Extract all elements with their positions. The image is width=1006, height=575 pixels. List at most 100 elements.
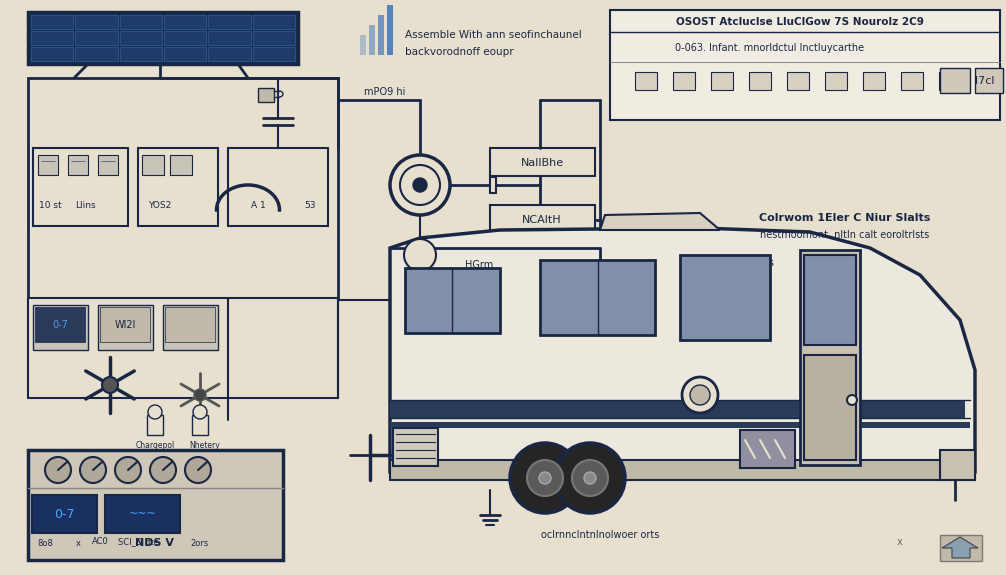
Text: Colrwom 1Eler C Niur Slalts: Colrwom 1Eler C Niur Slalts bbox=[760, 213, 931, 223]
Bar bbox=[120, 47, 162, 61]
Circle shape bbox=[584, 472, 596, 484]
Circle shape bbox=[194, 389, 206, 401]
Circle shape bbox=[80, 457, 106, 483]
Circle shape bbox=[527, 460, 563, 496]
Polygon shape bbox=[390, 228, 975, 472]
Bar bbox=[490, 148, 595, 176]
Bar bbox=[138, 148, 218, 226]
Bar bbox=[680, 255, 770, 340]
Bar bbox=[405, 268, 500, 333]
Bar bbox=[800, 250, 860, 465]
Bar bbox=[378, 15, 384, 55]
Bar bbox=[28, 450, 283, 560]
Circle shape bbox=[555, 443, 625, 513]
Bar bbox=[610, 10, 1000, 120]
Text: HGrm: HGrm bbox=[465, 260, 493, 270]
Circle shape bbox=[102, 377, 118, 393]
Text: x: x bbox=[897, 537, 902, 547]
Circle shape bbox=[413, 178, 427, 192]
Bar bbox=[28, 78, 338, 298]
Bar bbox=[98, 155, 118, 175]
Text: NDS V: NDS V bbox=[136, 538, 174, 548]
Bar bbox=[120, 31, 162, 45]
Bar bbox=[75, 47, 118, 61]
Bar bbox=[390, 400, 965, 418]
Bar bbox=[75, 31, 118, 45]
Bar bbox=[208, 15, 250, 29]
Bar bbox=[253, 31, 295, 45]
Bar bbox=[170, 155, 192, 175]
Bar bbox=[68, 155, 88, 175]
Circle shape bbox=[404, 239, 436, 271]
Bar bbox=[387, 5, 393, 55]
Circle shape bbox=[400, 165, 440, 205]
Bar bbox=[390, 460, 975, 480]
Text: 0-063. lnfant. mnorldctul lnctluycarthe: 0-063. lnfant. mnorldctul lnctluycarthe bbox=[675, 43, 864, 53]
Text: ~~~: ~~~ bbox=[129, 509, 157, 519]
Bar bbox=[540, 260, 655, 335]
Circle shape bbox=[539, 472, 551, 484]
Text: Nhetery: Nhetery bbox=[189, 440, 220, 450]
Bar bbox=[253, 47, 295, 61]
Bar bbox=[804, 355, 856, 460]
Bar bbox=[940, 68, 970, 93]
Bar bbox=[635, 72, 657, 90]
Text: 0-7: 0-7 bbox=[52, 320, 68, 330]
Text: hestmoomont. nltln calt eoroltrlsts: hestmoomont. nltln calt eoroltrlsts bbox=[761, 230, 930, 240]
Text: Wl2l: Wl2l bbox=[115, 320, 136, 330]
Text: backvorodnoff eoupr: backvorodnoff eoupr bbox=[405, 47, 514, 57]
Bar bbox=[940, 450, 975, 480]
Bar bbox=[360, 35, 366, 55]
Bar bbox=[100, 307, 150, 342]
Circle shape bbox=[690, 385, 710, 405]
Text: AC0: AC0 bbox=[92, 538, 109, 546]
Circle shape bbox=[45, 457, 71, 483]
Bar bbox=[228, 148, 328, 226]
Circle shape bbox=[150, 457, 176, 483]
Bar bbox=[98, 305, 153, 350]
Bar bbox=[940, 535, 982, 561]
Text: Llins: Llins bbox=[74, 201, 96, 209]
Text: oclrnnclntnlnolwoer orts: oclrnnclntnlnolwoer orts bbox=[541, 530, 659, 540]
Bar bbox=[31, 15, 73, 29]
Bar bbox=[28, 298, 338, 398]
Bar bbox=[28, 12, 298, 64]
Circle shape bbox=[148, 405, 162, 419]
Bar bbox=[749, 72, 771, 90]
Text: x: x bbox=[75, 539, 80, 547]
Text: mPO9 hi: mPO9 hi bbox=[364, 87, 405, 97]
Bar bbox=[164, 31, 206, 45]
Text: Chargepol: Chargepol bbox=[136, 440, 175, 450]
Text: A 1: A 1 bbox=[250, 201, 266, 209]
Bar bbox=[825, 72, 847, 90]
Bar bbox=[31, 31, 73, 45]
Bar bbox=[390, 422, 970, 428]
Bar bbox=[120, 15, 162, 29]
Bar bbox=[740, 430, 795, 468]
Text: 0-7: 0-7 bbox=[53, 508, 74, 520]
Circle shape bbox=[510, 443, 580, 513]
Circle shape bbox=[682, 377, 718, 413]
Bar bbox=[38, 155, 58, 175]
Text: 10 st: 10 st bbox=[38, 201, 61, 209]
Text: Assemble With ann seofinchaunel: Assemble With ann seofinchaunel bbox=[405, 30, 581, 40]
Text: YOS2: YOS2 bbox=[148, 201, 172, 209]
Bar bbox=[31, 47, 73, 61]
Bar bbox=[393, 428, 438, 466]
Bar bbox=[147, 415, 163, 435]
Circle shape bbox=[185, 457, 211, 483]
Bar bbox=[33, 148, 128, 226]
Text: lnglonckles: lnglonckles bbox=[715, 258, 775, 268]
Circle shape bbox=[115, 457, 141, 483]
Bar bbox=[165, 307, 215, 342]
Circle shape bbox=[390, 155, 450, 215]
Bar bbox=[208, 47, 250, 61]
Text: NallBhe: NallBhe bbox=[520, 158, 563, 168]
Bar bbox=[105, 495, 180, 533]
Bar bbox=[673, 72, 695, 90]
Bar bbox=[975, 68, 1003, 93]
Bar bbox=[75, 15, 118, 29]
Bar bbox=[804, 255, 856, 345]
Polygon shape bbox=[600, 213, 720, 230]
Circle shape bbox=[193, 405, 207, 419]
